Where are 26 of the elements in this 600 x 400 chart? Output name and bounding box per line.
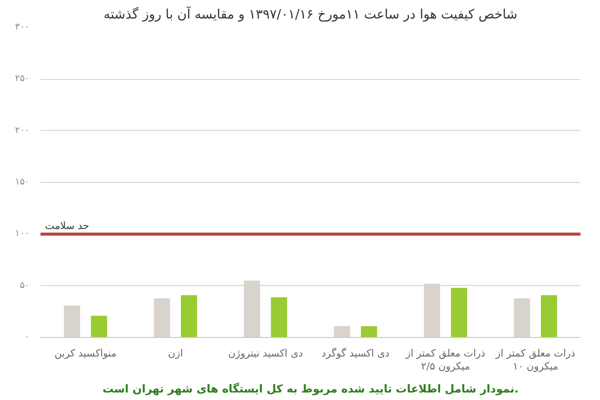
y-tick-label: ۲۵۰ <box>15 74 30 84</box>
x-tick-label: دی اکسید گوگرد <box>321 348 390 360</box>
y-tick-label: ۲۰۰ <box>15 126 30 136</box>
x-tick-label: منواکسید کربن <box>54 348 117 360</box>
x-tick-label: ذرات معلق کمتر از ۲/۵ میکرون <box>404 348 486 373</box>
bar <box>514 298 530 338</box>
bar <box>270 297 288 338</box>
bar <box>334 326 350 338</box>
text: نمودار شامل اطلاعات تایید شده مربوط به کل ایستگاه های شهر تهران است. <box>102 382 519 396</box>
x-tick-label: دی اکسید نیتروژن <box>228 348 303 360</box>
x-tick-label: ذرات معلق کمتر از ۱۰ میکرون <box>494 348 576 373</box>
bar <box>540 295 558 338</box>
chart-title: شاخص کیفیت هوا در ساعت ۱۱مورخ ۱۳۹۷/۰۱/۱۶ و مقایسه آن با روز گذشته <box>104 6 518 22</box>
y-tick-label: ۱۰۰ <box>15 229 30 240</box>
y-tick-label: ۱۵۰ <box>15 178 30 188</box>
bar <box>154 298 170 338</box>
bar <box>180 295 198 338</box>
bar <box>450 288 468 338</box>
bar <box>90 316 108 338</box>
x-tick-label: ازن <box>168 348 183 360</box>
bar <box>360 326 378 338</box>
ref-line-label: حد سلامت <box>45 221 90 232</box>
y-tick-label: ۳۰۰ <box>15 22 30 32</box>
y-tick-label: ۵۰ <box>20 280 30 291</box>
y-tick-label: ۰ <box>24 332 30 342</box>
bar <box>64 305 80 338</box>
